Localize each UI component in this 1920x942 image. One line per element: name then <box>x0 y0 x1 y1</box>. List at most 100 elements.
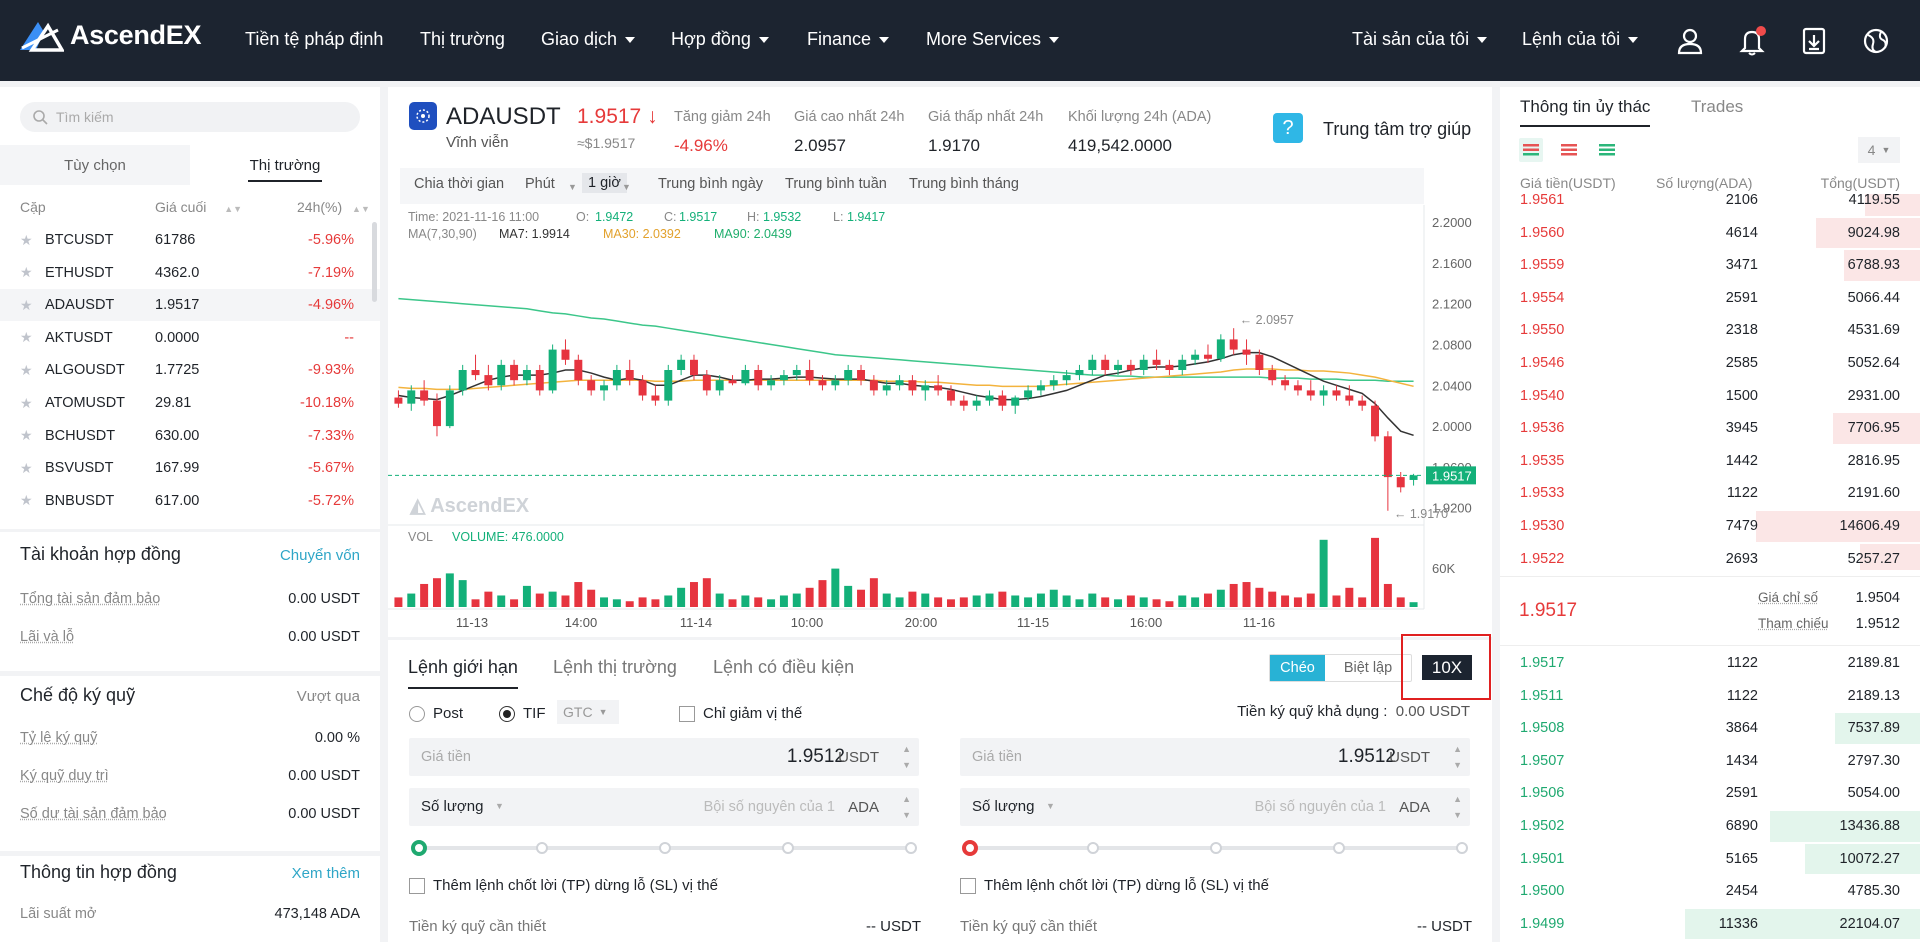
sell-price-input[interactable]: Giá tiền 1.9512 USDT ▲ ▼ <box>960 738 1470 776</box>
candle[interactable] <box>741 370 750 384</box>
candle[interactable] <box>689 359 698 376</box>
scrollbar[interactable] <box>372 222 377 302</box>
candlestick-chart[interactable]: 2.20002.16002.12002.08002.04002.00001.96… <box>388 205 1492 637</box>
candle[interactable] <box>1024 390 1033 398</box>
candle[interactable] <box>574 359 583 381</box>
view-asks-icon[interactable] <box>1557 138 1581 162</box>
candle[interactable] <box>1049 380 1058 386</box>
candle[interactable] <box>818 380 827 386</box>
candle[interactable] <box>1088 359 1097 370</box>
candle[interactable] <box>1371 405 1380 437</box>
download-icon[interactable] <box>1799 26 1829 56</box>
orderbook-row[interactable]: 1.9550 2318 4531.69 <box>1500 314 1920 347</box>
candle[interactable] <box>767 380 776 386</box>
market-row[interactable]: ★ AKTUSDT 0.0000 -- <box>0 322 380 354</box>
order-type-tab[interactable]: Lệnh giới hạn <box>408 657 518 689</box>
tab-order-book[interactable]: Thông tin ủy thác <box>1520 97 1651 127</box>
globe-icon[interactable] <box>1861 26 1891 56</box>
candle[interactable] <box>548 349 557 391</box>
candle[interactable] <box>1268 370 1277 381</box>
candle[interactable] <box>638 380 647 396</box>
toolbar-item[interactable]: Trung bình tuần <box>785 176 887 192</box>
candle[interactable] <box>522 370 531 381</box>
toolbar-item[interactable]: Trung bình ngày <box>658 176 764 192</box>
candle[interactable] <box>1229 339 1238 350</box>
candle[interactable] <box>1281 380 1290 386</box>
orderbook-row[interactable]: 1.9508 3864 7537.89 <box>1500 712 1920 745</box>
view-bids-icon[interactable] <box>1595 138 1619 162</box>
orderbook-row[interactable]: 1.9536 3945 7706.95 <box>1500 412 1920 445</box>
candle[interactable] <box>1178 359 1187 370</box>
buy-amount-slider[interactable] <box>411 840 917 856</box>
buy-price-input[interactable]: Giá tiền 1.9512 USDT ▲ ▼ <box>409 738 919 776</box>
candle[interactable] <box>805 370 814 381</box>
candle[interactable] <box>664 370 673 401</box>
candle[interactable] <box>1126 364 1135 370</box>
slider-step[interactable] <box>411 840 427 856</box>
sell-price-value[interactable]: 1.9512 <box>1337 746 1396 767</box>
candle[interactable] <box>484 375 493 386</box>
view-more-link[interactable]: Xem thêm <box>291 865 360 882</box>
nav-markets[interactable]: Thị trường <box>420 29 505 50</box>
order-type-tab[interactable]: Lệnh thị trường <box>553 657 677 677</box>
candle[interactable] <box>1306 390 1315 396</box>
nav-fiat[interactable]: Tiền tệ pháp định <box>245 29 383 50</box>
nav-my-orders[interactable]: Lệnh của tôi <box>1522 29 1639 50</box>
candle[interactable] <box>1062 375 1071 381</box>
candle[interactable] <box>1075 370 1084 376</box>
nav-trade[interactable]: Giao dịch <box>541 29 636 50</box>
candle[interactable] <box>985 395 994 401</box>
help-center-link[interactable]: Trung tâm trợ giúp <box>1323 119 1472 139</box>
sell-qty-input[interactable]: Số lượng ▼ Bội số nguyên của 1 ADA ▲ ▼ <box>960 788 1470 826</box>
candle[interactable] <box>844 370 853 381</box>
orderbook-row[interactable]: 1.9500 2454 4785.30 <box>1500 875 1920 908</box>
candle[interactable] <box>1293 385 1302 391</box>
orderbook-row[interactable]: 1.9535 1442 2816.95 <box>1500 445 1920 478</box>
candle[interactable] <box>1409 475 1418 480</box>
candle[interactable] <box>857 370 866 381</box>
candle[interactable] <box>728 380 737 384</box>
candle[interactable] <box>792 370 801 376</box>
candle[interactable] <box>1358 400 1367 406</box>
order-type-tab[interactable]: Lệnh có điều kiện <box>713 657 855 677</box>
candle[interactable] <box>1242 349 1251 355</box>
slider-step[interactable] <box>1456 842 1468 854</box>
market-row[interactable]: ★ BNBUSDT 617.00 -5.72% <box>0 485 380 517</box>
sell-amount-slider[interactable] <box>962 840 1468 856</box>
market-row[interactable]: ★ ALGOUSDT 1.7725 -9.93% <box>0 354 380 386</box>
candle[interactable] <box>869 380 878 391</box>
candle[interactable] <box>432 400 441 427</box>
orderbook-row[interactable]: 1.9499 11336 22104.07 <box>1500 908 1920 941</box>
slider-step[interactable] <box>905 842 917 854</box>
candle[interactable] <box>895 380 904 386</box>
buy-price-value[interactable]: 1.9512 <box>786 746 845 767</box>
orderbook-row[interactable]: 1.9506 2591 5054.00 <box>1500 777 1920 810</box>
star-icon[interactable]: ★ <box>20 361 33 378</box>
candle[interactable] <box>471 370 480 376</box>
candle[interactable] <box>1396 477 1405 488</box>
candle[interactable] <box>497 364 506 386</box>
market-search[interactable]: Tìm kiếm <box>20 102 360 132</box>
candle[interactable] <box>445 390 454 427</box>
slider-step[interactable] <box>536 842 548 854</box>
candle[interactable] <box>587 380 596 391</box>
bell-icon[interactable] <box>1737 26 1767 56</box>
nav-finance[interactable]: Finance <box>807 29 890 50</box>
candle[interactable] <box>921 385 930 391</box>
candle[interactable] <box>600 385 609 391</box>
star-icon[interactable]: ★ <box>20 296 33 313</box>
orderbook-row[interactable]: 1.9530 7479 14606.49 <box>1500 510 1920 543</box>
slider-step[interactable] <box>1210 842 1222 854</box>
market-row[interactable]: ★ BSVUSDT 167.99 -5.67% <box>0 452 380 484</box>
candle[interactable] <box>972 400 981 406</box>
orderbook-row[interactable]: 1.9554 2591 5066.44 <box>1500 282 1920 315</box>
col-last-price[interactable]: Giá cuối ▲▼ <box>155 199 242 215</box>
stepper-icon[interactable]: ▲ ▼ <box>1453 744 1462 770</box>
candle[interactable] <box>625 370 634 381</box>
stepper-icon[interactable]: ▲ ▼ <box>902 794 911 820</box>
stepper-icon[interactable]: ▲ ▼ <box>902 744 911 770</box>
candle[interactable] <box>831 380 840 386</box>
candle[interactable] <box>998 395 1007 406</box>
orderbook-row[interactable]: 1.9522 2693 5257.27 <box>1500 543 1920 570</box>
tab-markets[interactable]: Thị trường <box>190 145 380 185</box>
